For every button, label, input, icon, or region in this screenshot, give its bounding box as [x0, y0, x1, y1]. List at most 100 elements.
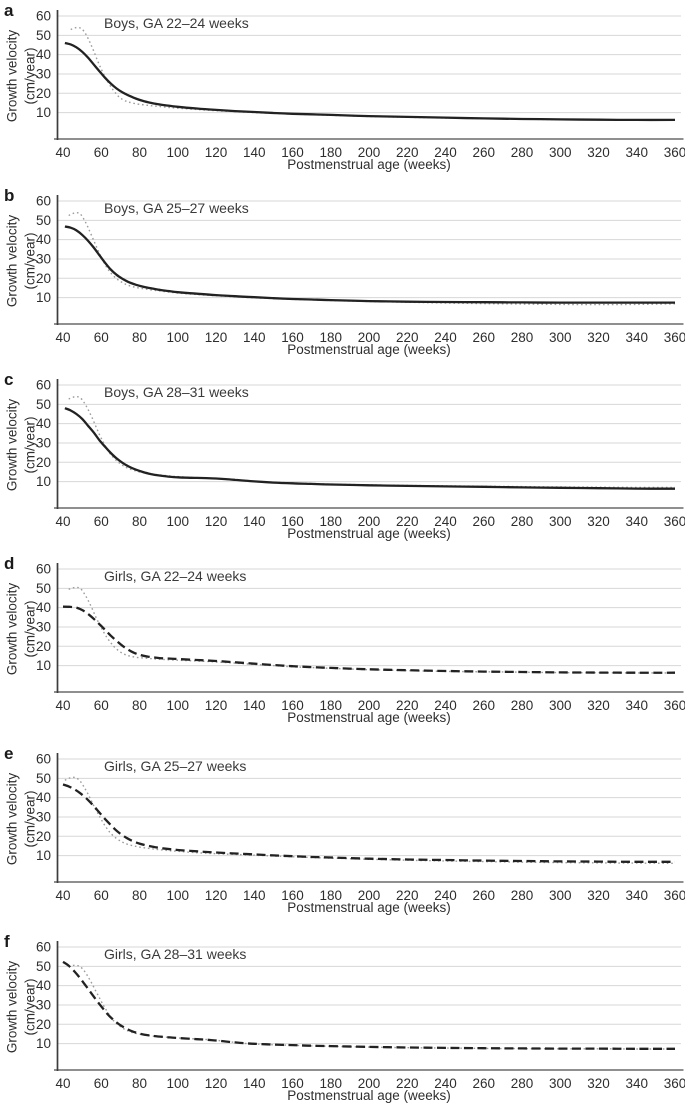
y-axis-label-line2: (cm/year): [22, 47, 37, 105]
panel-letter-b: b: [4, 186, 15, 205]
x-tick-label: 60: [94, 330, 109, 345]
x-tick-label: 260: [472, 1076, 495, 1091]
y-tick-label: 50: [36, 213, 51, 228]
plot-e: 10 20 30 40 50 60 40 60 80 100 120 140 160 180 200 220 2…: [36, 752, 685, 904]
x-tick-label: 60: [94, 888, 109, 903]
x-tick-label: 80: [132, 888, 147, 903]
x-tick-label: 120: [205, 514, 228, 529]
x-axis-label: Postmenstrual age (weeks): [287, 710, 451, 725]
y-tick-label: 60: [36, 752, 51, 767]
x-tick-label: 60: [94, 1076, 109, 1091]
x-tick-label: 360: [664, 514, 685, 529]
x-tick-label: 340: [625, 514, 648, 529]
x-tick-label: 120: [205, 888, 228, 903]
y-axis-label-line2: (cm/year): [22, 232, 37, 290]
x-tick-label: 160: [281, 145, 304, 160]
x-axis-label: Postmenstrual age (weeks): [287, 900, 451, 915]
y-tick-label: 50: [36, 581, 51, 596]
panel-letter-d: d: [4, 554, 15, 573]
y-tick-label: 40: [36, 790, 51, 805]
x-tick-label: 80: [132, 698, 147, 713]
x-tick-label: 80: [132, 1076, 147, 1091]
x-tick-label: 300: [549, 330, 572, 345]
y-tick-label: 40: [36, 232, 51, 247]
x-tick-label: 140: [243, 514, 266, 529]
y-axis-label: Growth velocity (cm/year): [3, 961, 38, 1053]
x-axis-label: Postmenstrual age (weeks): [287, 1088, 451, 1103]
x-tick-label: 280: [511, 888, 534, 903]
y-tick-label: 50: [36, 397, 51, 412]
reference-curve: [64, 776, 676, 864]
y-tick-label: 10: [36, 1036, 51, 1051]
y-tick-label: 40: [36, 416, 51, 431]
x-tick-label: 180: [319, 888, 342, 903]
y-tick-label: 60: [36, 378, 51, 393]
x-tick-label: 340: [625, 888, 648, 903]
x-tick-label: 220: [396, 698, 419, 713]
x-tick-label: 320: [587, 888, 610, 903]
y-axis-label: Growth velocity (cm/year): [3, 773, 38, 865]
panel-title-b: Boys, GA 25–27 weeks: [104, 200, 249, 216]
x-tick-label: 360: [664, 330, 685, 345]
x-tick-label: 300: [549, 698, 572, 713]
y-tick-label: 30: [36, 809, 51, 824]
x-tick-label: 120: [205, 1076, 228, 1091]
x-tick-label: 300: [549, 514, 572, 529]
y-tick-label: 10: [36, 290, 51, 305]
x-tick-label: 200: [358, 514, 381, 529]
y-tick-label: 20: [36, 271, 51, 286]
x-tick-label: 320: [587, 514, 610, 529]
x-tick-label: 40: [55, 888, 70, 903]
x-tick-label: 80: [132, 514, 147, 529]
x-axis-label: Postmenstrual age (weeks): [287, 342, 451, 357]
x-tick-label: 280: [511, 330, 534, 345]
x-tick-label: 140: [243, 330, 266, 345]
y-tick-label: 60: [36, 9, 51, 24]
panel-title-e: Girls, GA 25–27 weeks: [104, 758, 247, 774]
x-tick-label: 300: [549, 1076, 572, 1091]
main-curve: [64, 225, 675, 304]
x-tick-label: 360: [664, 888, 685, 903]
y-tick-label: 20: [36, 455, 51, 470]
y-tick-label: 10: [36, 474, 51, 489]
y-axis-label: Growth velocity (cm/year): [3, 399, 38, 491]
x-tick-label: 220: [396, 1076, 419, 1091]
y-axis-label-line2: (cm/year): [22, 978, 37, 1036]
x-tick-label: 220: [396, 514, 419, 529]
y-tick-label: 50: [36, 771, 51, 786]
x-tick-label: 320: [587, 330, 610, 345]
x-tick-label: 160: [281, 888, 304, 903]
x-tick-label: 40: [55, 145, 70, 160]
x-tick-label: 160: [281, 514, 304, 529]
x-tick-label: 240: [434, 888, 457, 903]
y-axis-label-line1: Growth velocity: [4, 398, 20, 492]
x-tick-label: 260: [472, 888, 495, 903]
main-curve: [62, 960, 675, 1050]
y-tick-label: 60: [36, 194, 51, 209]
x-axis-label: Postmenstrual age (weeks): [287, 157, 451, 172]
x-tick-label: 100: [166, 514, 189, 529]
x-tick-label: 180: [319, 698, 342, 713]
x-tick-label: 240: [434, 1076, 457, 1091]
x-tick-label: 80: [132, 330, 147, 345]
y-axis-label-line1: Growth velocity: [4, 29, 20, 123]
x-tick-label: 360: [664, 1076, 685, 1091]
x-tick-label: 340: [625, 1076, 648, 1091]
x-tick-label: 280: [511, 145, 534, 160]
x-tick-label: 280: [511, 514, 534, 529]
y-tick-label: 40: [36, 600, 51, 615]
y-axis-label-line2: (cm/year): [22, 790, 37, 848]
x-tick-label: 320: [587, 698, 610, 713]
x-tick-label: 100: [166, 145, 189, 160]
x-tick-label: 120: [205, 330, 228, 345]
x-tick-label: 360: [664, 698, 685, 713]
y-axis-label: Growth velocity (cm/year): [3, 30, 38, 122]
reference-curve: [68, 586, 676, 674]
main-curve: [64, 407, 676, 490]
panel-a: 10 20 30 40 50 60 40 60 80 100 120 140 160 180 200 220 2…: [0, 0, 685, 185]
x-tick-label: 360: [664, 145, 685, 160]
main-curve: [62, 783, 675, 863]
y-axis-label-line1: Growth velocity: [4, 582, 20, 676]
x-tick-label: 40: [55, 514, 70, 529]
